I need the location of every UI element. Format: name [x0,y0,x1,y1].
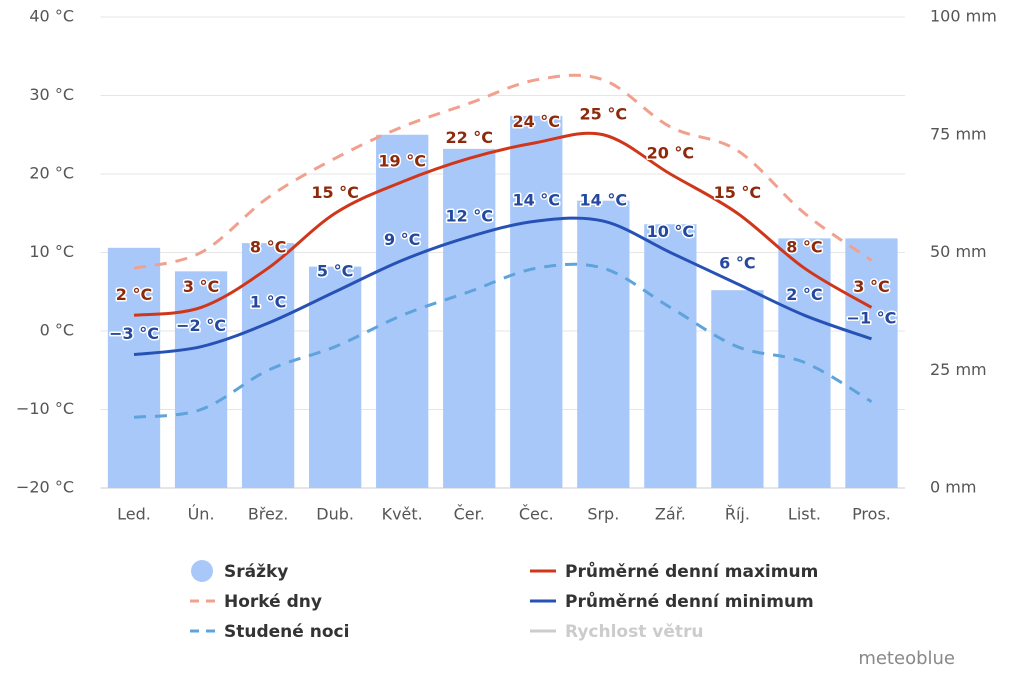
line [133,131,873,317]
data-label: 9 °C [384,230,420,249]
data-label: 8 °C [250,238,286,257]
y2-tick-label: 50 mm [930,242,987,261]
data-label: 3 °C [183,277,219,296]
data-label: 5 °C [317,261,353,280]
data-label: −3 °C [109,324,159,343]
legend-label: Průměrné denní maximum [565,560,818,582]
x-tick-label: Říj. [725,505,750,524]
precipitation-bar [107,247,161,488]
x-tick-label: Břez. [248,505,289,524]
x-tick-label: Čer. [454,505,485,524]
x-tick-label: Zář. [655,505,686,524]
y2-tick-label: 25 mm [930,360,987,379]
x-tick-label: Dub. [316,505,354,524]
data-label: 8 °C [786,238,822,257]
data-label: 22 °C [445,128,493,147]
data-label: 15 °C [311,183,359,202]
line [133,262,873,419]
data-label: −2 °C [176,316,226,335]
precipitation-bar [711,290,764,488]
y-tick-label: −20 °C [16,478,74,497]
precipitation-bar [174,271,228,488]
data-label: 19 °C [378,151,426,170]
precipitation-bar [376,134,429,488]
data-label: 12 °C [445,206,493,225]
y-tick-label: 10 °C [29,242,74,261]
legend-symbol [191,560,213,582]
x-tick-label: Srp. [587,505,619,524]
legend-label: Horké dny [224,592,322,612]
data-label: −1 °C [847,308,897,327]
data-label: 2 °C [116,285,152,304]
y2-tick-label: 0 mm [930,478,976,497]
precipitation-bar [644,224,697,489]
line [133,216,872,357]
data-label: 20 °C [647,144,695,163]
data-label: 6 °C [719,253,755,272]
y-tick-label: 20 °C [29,164,74,183]
precipitation-bar [845,238,898,488]
data-label: 2 °C [786,285,822,304]
data-label: 10 °C [647,222,695,241]
y-tick-label: −10 °C [16,399,74,418]
credit: meteoblue [858,648,955,669]
precipitation-bar [577,200,630,488]
legend-label: Rychlost větru [565,622,703,642]
legend-label: Průměrné denní minimum [565,590,814,612]
y2-tick-label: 100 mm [930,7,997,26]
precipitation-bar [510,115,563,488]
y2-tick-label: 75 mm [930,124,987,143]
y-tick-label: 40 °C [29,7,74,26]
x-tick-label: Květ. [382,505,423,524]
data-label: 1 °C [250,293,286,312]
data-label: 15 °C [714,183,762,202]
precipitation-bar [443,148,496,488]
legend-label: Studené noci [224,622,349,642]
legend-label: Srážky [224,562,288,582]
data-label: 3 °C [853,277,889,296]
x-tick-label: Led. [117,505,151,524]
data-label: 14 °C [580,191,628,210]
x-tick-label: Pros. [852,505,891,524]
precipitation-bar [308,266,362,488]
line [133,73,873,270]
data-label: 14 °C [512,191,560,210]
precipitation-bar [241,243,295,488]
x-tick-label: Čec. [519,505,554,524]
x-tick-label: List. [788,505,821,524]
data-label: 24 °C [512,112,560,131]
y-tick-label: 0 °C [40,321,74,340]
data-label: 25 °C [580,104,628,123]
x-tick-label: Ún. [188,505,215,524]
y-tick-label: 30 °C [29,85,74,104]
